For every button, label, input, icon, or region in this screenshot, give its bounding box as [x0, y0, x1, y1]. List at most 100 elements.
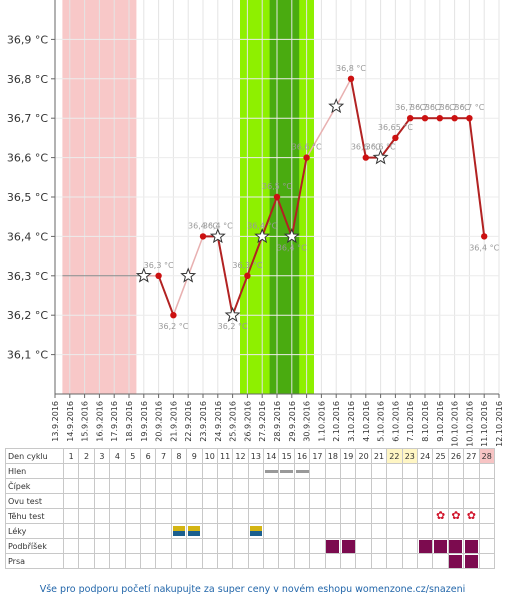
cycle-cell[interactable]: [293, 478, 311, 494]
cycle-cell[interactable]: [370, 478, 388, 494]
cycle-cell[interactable]: [278, 553, 295, 569]
cycle-cell[interactable]: [432, 493, 449, 509]
cycle-cell[interactable]: [232, 463, 249, 479]
cycle-cell[interactable]: [293, 463, 311, 479]
cycle-cell[interactable]: 3: [93, 448, 111, 464]
cycle-cell[interactable]: [232, 553, 249, 569]
cycle-cell[interactable]: [124, 493, 141, 509]
cycle-cell[interactable]: [432, 478, 449, 494]
cycle-cell[interactable]: [370, 493, 388, 509]
cycle-cell[interactable]: 10: [201, 448, 218, 464]
cycle-cell[interactable]: [155, 523, 172, 539]
cycle-cell[interactable]: ✿: [432, 508, 449, 524]
cycle-cell[interactable]: [263, 508, 280, 524]
cycle-cell[interactable]: [170, 553, 188, 569]
cycle-cell[interactable]: [139, 553, 157, 569]
cycle-cell[interactable]: [324, 493, 342, 509]
cycle-cell[interactable]: [370, 538, 388, 554]
cycle-cell[interactable]: [93, 538, 111, 554]
cycle-cell[interactable]: [109, 553, 126, 569]
cycle-cell[interactable]: [247, 538, 265, 554]
cycle-cell[interactable]: [247, 523, 265, 539]
cycle-cell[interactable]: [201, 508, 218, 524]
cycle-cell[interactable]: [109, 538, 126, 554]
cycle-cell[interactable]: [78, 493, 95, 509]
cycle-cell[interactable]: [62, 553, 80, 569]
cycle-cell[interactable]: [93, 463, 111, 479]
cycle-cell[interactable]: [201, 538, 218, 554]
footer-link[interactable]: Vše pro podporu početí nakupujte za supe…: [39, 584, 466, 595]
cycle-cell[interactable]: [340, 538, 357, 554]
cycle-cell[interactable]: [340, 478, 357, 494]
cycle-cell[interactable]: [124, 553, 141, 569]
cycle-cell[interactable]: [478, 538, 495, 554]
cycle-cell[interactable]: 9: [186, 448, 203, 464]
cycle-cell[interactable]: [278, 493, 295, 509]
cycle-cell[interactable]: [170, 478, 188, 494]
cycle-cell[interactable]: [340, 508, 357, 524]
cycle-cell[interactable]: [309, 523, 326, 539]
cycle-cell[interactable]: [170, 508, 188, 524]
cycle-cell[interactable]: [186, 463, 203, 479]
cycle-cell[interactable]: [201, 523, 218, 539]
cycle-cell[interactable]: [124, 538, 141, 554]
cycle-cell[interactable]: [416, 553, 434, 569]
cycle-cell[interactable]: [463, 478, 480, 494]
cycle-cell[interactable]: [309, 478, 326, 494]
cycle-cell[interactable]: 22: [386, 448, 403, 464]
cycle-cell[interactable]: [370, 463, 388, 479]
cycle-cell[interactable]: [293, 553, 311, 569]
cycle-cell[interactable]: [263, 478, 280, 494]
cycle-cell[interactable]: [216, 463, 234, 479]
cycle-cell[interactable]: [62, 493, 80, 509]
cycle-cell[interactable]: [139, 478, 157, 494]
cycle-cell[interactable]: [78, 538, 95, 554]
cycle-cell[interactable]: [232, 523, 249, 539]
cycle-cell[interactable]: 16: [293, 448, 311, 464]
cycle-cell[interactable]: [139, 523, 157, 539]
cycle-cell[interactable]: [170, 493, 188, 509]
cycle-cell[interactable]: [109, 493, 126, 509]
cycle-cell[interactable]: [93, 478, 111, 494]
cycle-cell[interactable]: [124, 463, 141, 479]
cycle-cell[interactable]: [139, 493, 157, 509]
cycle-cell[interactable]: [155, 538, 172, 554]
cycle-cell[interactable]: [263, 463, 280, 479]
cycle-cell[interactable]: [93, 508, 111, 524]
cycle-cell[interactable]: [432, 553, 449, 569]
cycle-cell[interactable]: [340, 523, 357, 539]
cycle-cell[interactable]: [247, 463, 265, 479]
cycle-cell[interactable]: 21: [370, 448, 388, 464]
cycle-cell[interactable]: [416, 493, 434, 509]
cycle-cell[interactable]: [124, 478, 141, 494]
cycle-cell[interactable]: [401, 508, 418, 524]
cycle-cell[interactable]: [355, 493, 372, 509]
cycle-cell[interactable]: [324, 523, 342, 539]
cycle-cell[interactable]: [386, 463, 403, 479]
cycle-cell[interactable]: [232, 478, 249, 494]
cycle-cell[interactable]: [216, 508, 234, 524]
cycle-cell[interactable]: [386, 478, 403, 494]
cycle-cell[interactable]: [478, 493, 495, 509]
cycle-cell[interactable]: [201, 463, 218, 479]
cycle-cell[interactable]: [155, 463, 172, 479]
cycle-cell[interactable]: [370, 553, 388, 569]
cycle-cell[interactable]: [201, 493, 218, 509]
cycle-cell[interactable]: [293, 493, 311, 509]
cycle-cell[interactable]: [309, 538, 326, 554]
cycle-cell[interactable]: [370, 523, 388, 539]
cycle-cell[interactable]: 7: [155, 448, 172, 464]
cycle-cell[interactable]: [216, 538, 234, 554]
cycle-cell[interactable]: [62, 538, 80, 554]
cycle-cell[interactable]: 23: [401, 448, 418, 464]
cycle-cell[interactable]: 13: [247, 448, 265, 464]
cycle-cell[interactable]: [186, 493, 203, 509]
cycle-cell[interactable]: [278, 538, 295, 554]
cycle-cell[interactable]: [401, 553, 418, 569]
cycle-cell[interactable]: [478, 553, 495, 569]
cycle-cell[interactable]: [478, 508, 495, 524]
cycle-cell[interactable]: [216, 493, 234, 509]
cycle-cell[interactable]: [232, 538, 249, 554]
cycle-cell[interactable]: [124, 508, 141, 524]
cycle-cell[interactable]: [401, 523, 418, 539]
